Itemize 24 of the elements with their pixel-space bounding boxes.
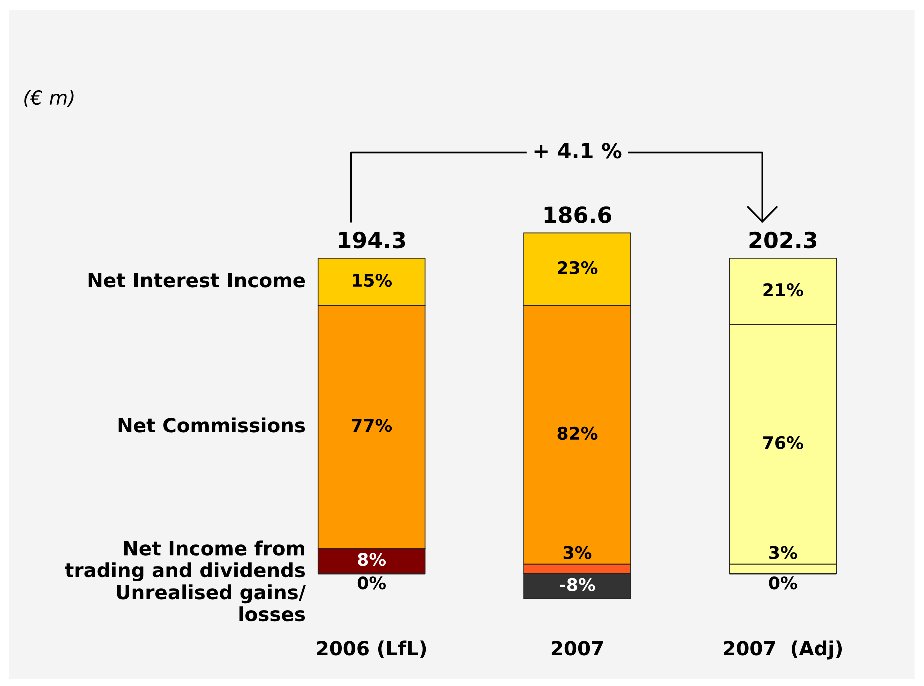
series-label: Net Commissions bbox=[118, 418, 306, 433]
data-label: 82% bbox=[558, 426, 598, 440]
data-label: 8% bbox=[358, 553, 386, 566]
data-label: 15% bbox=[353, 274, 392, 288]
x-tick-label: 2007 bbox=[552, 641, 604, 656]
data-label: 3% bbox=[770, 546, 798, 560]
data-label: 21% bbox=[764, 283, 804, 297]
annotation: 202.3 bbox=[750, 232, 817, 249]
data-label: 0% bbox=[358, 576, 386, 590]
x-tick-label: 2007 (Adj) bbox=[724, 640, 842, 660]
text: (€ m) bbox=[24, 90, 74, 108]
data-label: 77% bbox=[352, 419, 392, 432]
annotation: 186.6 bbox=[544, 206, 612, 224]
x-tick-label: 2006 (LfL) bbox=[317, 640, 426, 658]
data-label: 23% bbox=[558, 261, 598, 275]
data-label: -8% bbox=[560, 578, 596, 592]
data-label: 0% bbox=[769, 576, 798, 590]
text: + 4.1 % bbox=[534, 143, 622, 159]
data-label: 3% bbox=[564, 546, 592, 560]
series-label: Unrealised gains/ losses bbox=[117, 584, 306, 622]
series-label: Net Interest Income bbox=[88, 273, 306, 288]
series-label: Net Income from trading and dividends bbox=[65, 540, 306, 582]
annotation: 194.3 bbox=[339, 232, 406, 249]
data-label: 76% bbox=[764, 436, 804, 450]
